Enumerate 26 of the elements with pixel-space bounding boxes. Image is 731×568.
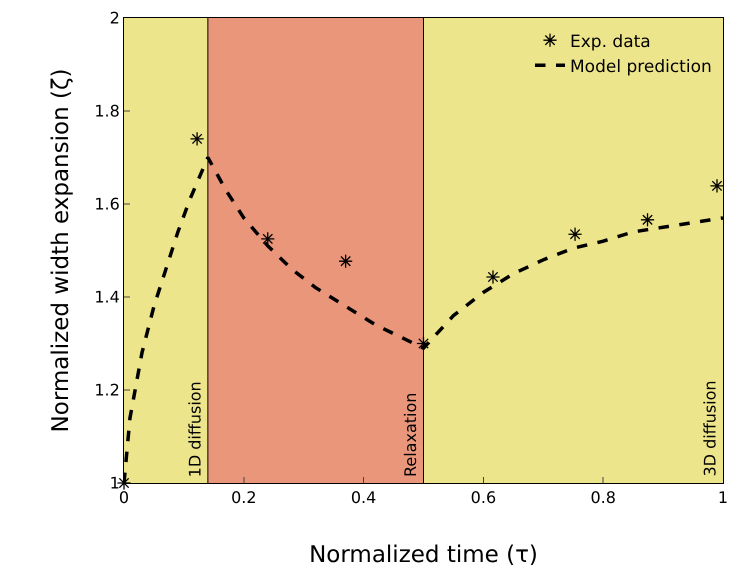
band-label: 1D diffusion — [185, 381, 204, 478]
legend-label: Model prediction — [570, 56, 712, 77]
y-axis-title: Normalized width expansion (ζ) — [48, 68, 74, 432]
point — [338, 254, 353, 268]
point — [190, 132, 204, 146]
x-tick-label: 0.6 — [470, 488, 496, 508]
legend-label: Exp. data — [570, 32, 651, 52]
x-tick-label: 0.8 — [590, 488, 616, 508]
x-tick-label: 0.2 — [231, 488, 257, 508]
x-tick-label: 0 — [118, 488, 130, 508]
band-label: 3D diffusion — [700, 380, 720, 476]
x-axis-title: Normalized time (τ) — [309, 542, 538, 568]
y-tick-label: 1 — [110, 474, 120, 493]
y-tick-label: 1.4 — [94, 288, 120, 307]
y-tick-label: 1.2 — [94, 380, 120, 400]
x-tick-label: 1 — [718, 488, 728, 508]
y-tick-label: 1.8 — [94, 102, 120, 121]
band-label: Relaxation — [401, 392, 420, 477]
point — [710, 178, 724, 194]
point — [416, 336, 431, 351]
y-tick-label: 2 — [110, 8, 120, 28]
point — [568, 226, 582, 242]
point — [640, 212, 655, 228]
point — [486, 270, 500, 284]
x-tick-label: 0.4 — [350, 488, 376, 508]
y-tick-label: 1.6 — [94, 194, 120, 214]
